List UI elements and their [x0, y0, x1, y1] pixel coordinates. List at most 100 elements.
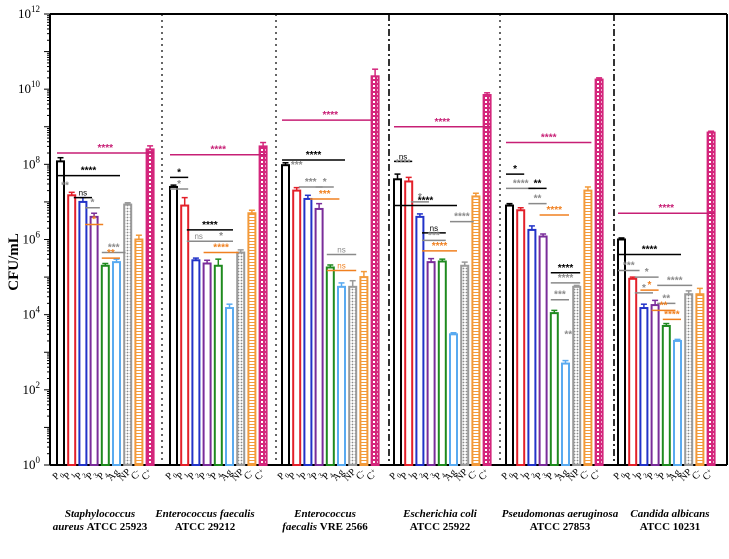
significance-label: ****	[435, 117, 451, 128]
group-label-strain: ATCC 29212	[175, 521, 236, 533]
bar-c-plus	[706, 131, 716, 466]
significance-label: ***	[108, 243, 120, 254]
category-sub: 2	[194, 471, 202, 479]
y-tick-exponent: 10	[31, 79, 41, 89]
category-sub: 1	[294, 471, 302, 479]
category-sub: 1	[69, 471, 77, 479]
significance-label: ****	[558, 273, 574, 284]
bar-p3	[314, 207, 324, 467]
bar-c-minus	[134, 238, 144, 466]
significance-label: ***	[554, 290, 566, 301]
category-sub: 1	[630, 471, 638, 479]
group-label-line1: Enterococcus	[293, 508, 356, 520]
category-sub: 2	[642, 471, 650, 479]
significance-label: ****	[659, 203, 675, 214]
significance-layer: **********ns*****************ns *********…	[57, 110, 715, 340]
y-tick-exponent: 4	[36, 305, 41, 315]
group-label-strain: ATCC 25922	[410, 521, 471, 533]
y-tick-exponent: 0	[36, 455, 41, 465]
bar-p0	[617, 238, 626, 466]
significance-label: **	[61, 181, 69, 192]
category-sub: 0	[283, 471, 291, 479]
group-label-line2: ATCC 10231	[640, 521, 701, 533]
y-tick-exponent: 2	[36, 380, 41, 390]
bar-p1	[628, 277, 638, 466]
group-label-strain: ATCC 27853	[530, 521, 591, 533]
group-label-line2: faecalis VRE 2566	[282, 521, 368, 533]
group-label-line2: aureus ATCC 25923	[53, 521, 148, 533]
significance-label: ****	[213, 243, 229, 254]
bar-p4	[100, 264, 110, 466]
group-label-strain: VRE 2566	[320, 521, 368, 533]
category-sub: 0	[395, 471, 403, 479]
significance-label: ****	[642, 244, 658, 255]
bar-p3	[650, 304, 660, 466]
y-tick-label: 1010	[18, 79, 41, 96]
category-label: C+	[252, 467, 268, 483]
significance-label: *	[177, 179, 181, 190]
significance-label: ns	[337, 245, 345, 254]
significance-label: ****	[98, 143, 114, 154]
bar-c-plus	[594, 78, 604, 467]
bar-c-plus	[258, 145, 268, 466]
category-sup: +	[593, 467, 601, 475]
bars-layer	[56, 68, 716, 467]
significance-label: **	[564, 329, 572, 340]
significance-label: ****	[541, 133, 557, 144]
category-sub: 4	[328, 471, 336, 479]
significance-label: ***	[291, 160, 303, 171]
bar-c-plus	[145, 148, 155, 467]
significance-label: **	[660, 300, 668, 311]
category-sup: +	[481, 467, 489, 475]
bar-np	[236, 251, 246, 466]
category-sup: +	[144, 467, 152, 475]
significance-label: ns	[79, 189, 87, 198]
significance-label: ****	[513, 178, 529, 189]
category-sup: +	[257, 467, 265, 475]
significance-label: ns	[430, 224, 438, 233]
category-sub: 2	[530, 471, 538, 479]
significance-label: *	[90, 198, 94, 209]
bar-p4	[437, 260, 447, 466]
group-label-italic: faecalis	[282, 521, 320, 533]
bar-p3	[426, 261, 436, 466]
category-sub: 0	[58, 471, 66, 479]
category-sub: 3	[92, 471, 100, 479]
category-sup: -	[582, 467, 590, 475]
significance-label: ****	[323, 110, 339, 121]
bar-p3	[538, 235, 548, 466]
category-sub: 2	[81, 471, 89, 479]
significance-label: *	[642, 283, 646, 294]
significance-label: ****	[395, 158, 411, 169]
significance-label: *	[513, 164, 517, 175]
significance-label: **	[107, 248, 115, 259]
category-sup: -	[694, 467, 702, 475]
group-label-line2: ATCC 29212	[175, 521, 236, 533]
category-sub: 3	[541, 471, 549, 479]
bar-np	[460, 264, 470, 466]
significance-label: ****	[558, 263, 574, 274]
bar-ag	[337, 285, 346, 466]
bar-p1	[516, 209, 526, 466]
bar-p4	[549, 312, 559, 466]
group-separators	[161, 14, 615, 465]
y-tick-label: 106	[23, 230, 41, 247]
significance-label: ****	[211, 145, 227, 156]
bar-p3	[89, 215, 99, 466]
bar-p2	[639, 307, 649, 467]
category-sub: 3	[317, 471, 325, 479]
category-label: C+	[588, 467, 604, 483]
significance-label: ****	[306, 150, 322, 161]
significance-label: ****	[418, 196, 434, 207]
y-tick-base: 10	[23, 457, 36, 472]
category-label: C+	[476, 467, 492, 483]
bar-p1	[67, 194, 77, 466]
bar-p0	[169, 185, 178, 466]
bar-np	[348, 285, 358, 466]
category-label: C+	[364, 467, 380, 483]
bar-p0	[393, 178, 402, 466]
bar-c-minus	[471, 195, 481, 466]
